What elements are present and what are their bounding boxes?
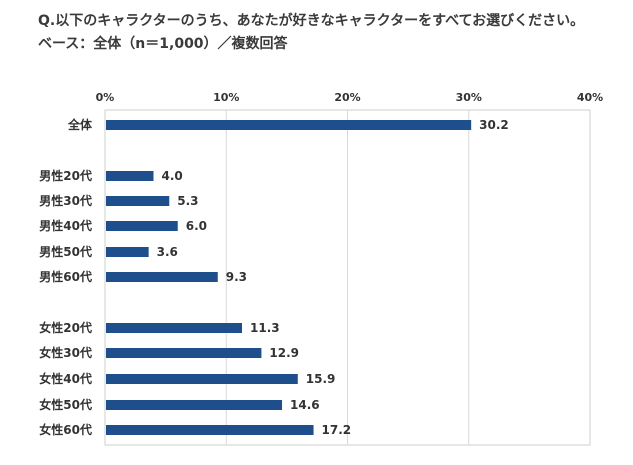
bar [106, 374, 298, 384]
x-tick-label: 0% [96, 91, 115, 104]
value-label: 14.6 [290, 398, 320, 412]
x-tick-label: 30% [456, 91, 482, 104]
x-tick-label: 10% [213, 91, 239, 104]
value-label: 30.2 [479, 118, 509, 132]
value-label: 11.3 [250, 321, 280, 335]
value-label: 4.0 [162, 169, 183, 183]
category-label: 男性20代 [39, 168, 92, 183]
category-label: 男性40代 [39, 218, 92, 233]
value-label: 3.6 [157, 245, 178, 259]
category-label: 女性60代 [39, 422, 92, 437]
bar [106, 120, 472, 130]
value-label: 5.3 [177, 194, 198, 208]
category-label: 男性50代 [39, 244, 92, 259]
x-tick-label: 40% [577, 91, 603, 104]
bar [106, 425, 314, 435]
value-label: 12.9 [269, 346, 299, 360]
category-label: 男性30代 [39, 193, 92, 208]
category-label: 女性30代 [39, 345, 92, 360]
x-tick-label: 20% [334, 91, 360, 104]
value-label: 15.9 [306, 372, 336, 386]
category-label: 女性20代 [39, 320, 92, 335]
bar [106, 247, 149, 257]
category-label: 全体 [67, 117, 93, 132]
category-label: 女性40代 [39, 371, 92, 386]
value-label: 9.3 [226, 270, 247, 284]
chart-subtitle: ベース：全体（n＝1,000）／複数回答 [38, 36, 288, 52]
bar [106, 323, 243, 333]
bar [106, 272, 218, 282]
chart-title: Q.以下のキャラクターのうち、あなたが好きなキャラクターをすべてお選びください。 [38, 13, 585, 29]
value-label: 17.2 [322, 423, 352, 437]
bar [106, 196, 170, 206]
bar [106, 400, 283, 410]
bar [106, 348, 262, 358]
category-label: 女性50代 [39, 397, 92, 412]
value-label: 6.0 [186, 219, 207, 233]
bar [106, 171, 154, 181]
bar [106, 221, 178, 231]
category-label: 男性60代 [39, 269, 92, 284]
